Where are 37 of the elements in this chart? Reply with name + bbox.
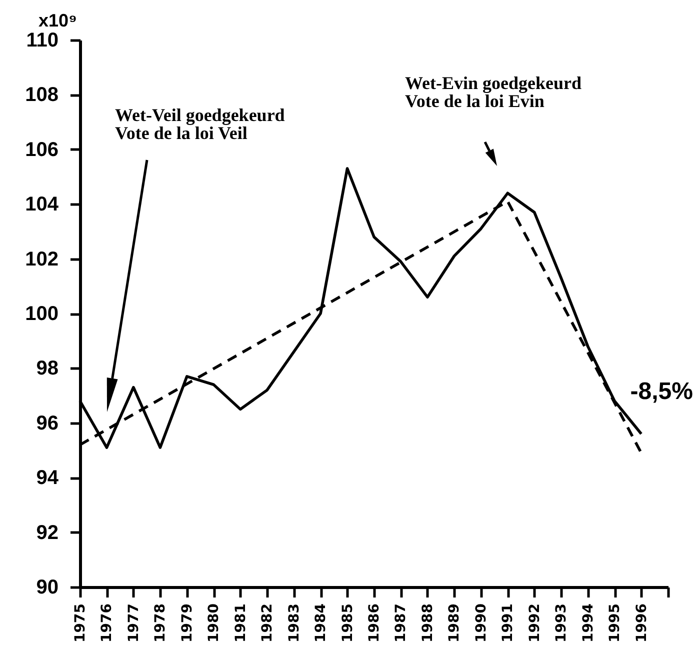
x-tick-label: 1978 [152,604,169,642]
y-tick-label: 98 [36,358,58,380]
x-tick-label: 1993 [554,604,570,642]
x-tick-label: 1977 [126,604,142,642]
x-tick-label: 1989 [446,604,463,642]
x-tick-label: 1981 [232,604,249,642]
x-tick-label: 1980 [206,603,222,642]
x-tick-label: 1975 [72,604,88,642]
y-tick-label: 100 [25,303,58,325]
y-tick-label: 110 [26,30,58,52]
x-tick-label: 1984 [313,603,330,642]
x-tick-label: 1987 [393,604,410,642]
y-tick-label: 104 [25,194,60,216]
y-tick-label: 96 [36,412,58,434]
y-tick-label: 108 [25,84,58,106]
x-tick-label: 1995 [607,604,624,642]
x-tick-label: 1996 [634,604,650,642]
x-tick-label: 1983 [286,604,302,642]
x-tick-label: 1986 [366,604,382,642]
annotation: -8,5% [630,378,693,405]
x-tick-label: 1994 [580,603,596,642]
x-tick-label: 1982 [260,604,276,642]
x-tick-label: 1992 [526,604,543,642]
y-axis-title: x10⁹ [38,10,78,30]
x-tick-label: 1990 [473,603,490,642]
x-tick-label: 1979 [179,604,196,642]
x-tick-label: 1976 [99,604,116,642]
y-tick-label: 94 [36,467,60,490]
x-tick-label: 1985 [340,604,356,642]
y-tick-label: 102 [25,248,58,270]
y-tick-label: 90 [36,576,58,598]
annotation: Wet-Evin goedgekeurd Vote de la loi Evin [405,73,582,111]
x-tick-label: 1991 [500,604,516,642]
annotation: Wet-Veil goedgekeurd Vote de la loi Veil [115,105,285,143]
y-tick-label: 92 [36,522,58,544]
x-tick-label: 1988 [420,604,436,642]
y-tick-label: 106 [25,138,58,161]
